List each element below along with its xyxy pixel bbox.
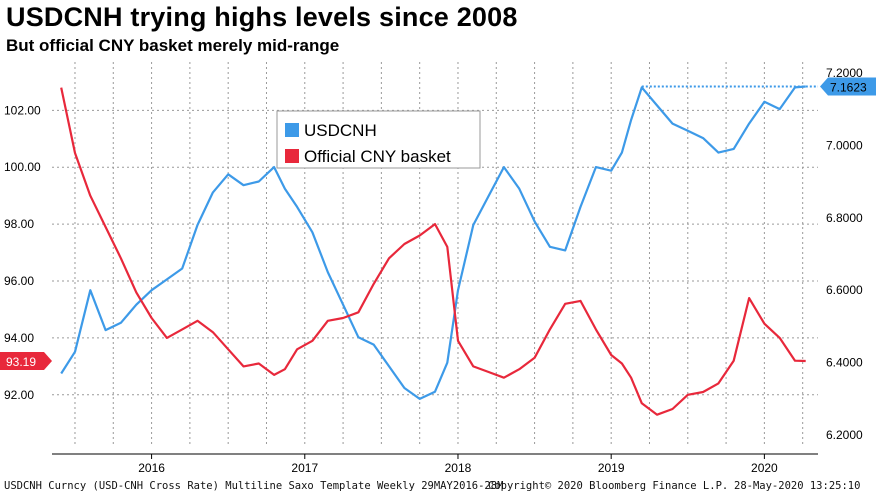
chart-subtitle: But official CNY basket merely mid-range	[6, 36, 340, 55]
x-axis-tick-label: 2016	[138, 461, 165, 475]
right-axis-tick-label: 6.6000	[826, 283, 863, 297]
legend-entry-label: USDCNH	[304, 121, 377, 140]
right-axis-tick-label: 6.4000	[826, 356, 863, 370]
legend-box	[276, 110, 481, 169]
right-axis-tick-label: 6.8000	[826, 211, 863, 225]
usdcnh-last-value-tag	[820, 77, 876, 96]
legend-entry-label: Official CNY basket	[304, 147, 451, 166]
legend-swatch	[285, 149, 299, 163]
chart-title: USDCNH trying highs levels since 2008	[6, 2, 518, 32]
x-axis-tick-label: 2017	[291, 461, 318, 475]
footer-copyright: Copyright© 2020 Bloomberg Finance L.P.	[488, 480, 729, 492]
x-axis-tick-label: 2019	[598, 461, 625, 475]
x-axis-tick-label: 2018	[445, 461, 472, 475]
left-axis-tick-label: 94.00	[4, 331, 34, 345]
footer-timestamp: 28-May-2020 13:25:10	[734, 480, 861, 492]
cny-basket-last-value-tag	[0, 351, 52, 370]
usdcnh-last-value-label: 7.1623	[830, 81, 867, 95]
series-line-cny-basket	[60, 87, 806, 416]
left-axis-tick-label: 100.00	[4, 160, 41, 174]
left-axis-tick-label: 98.00	[4, 217, 34, 231]
series-line-usdcnh	[60, 85, 806, 400]
x-axis-tick-label: 2020	[751, 461, 778, 475]
left-axis-tick-label: 102.00	[4, 103, 41, 117]
left-axis-tick-label: 96.00	[4, 274, 34, 288]
right-axis-tick-label: 7.0000	[826, 138, 863, 152]
right-axis-tick-label: 7.2000	[826, 66, 863, 80]
legend-swatch	[285, 123, 299, 137]
left-axis-tick-label: 92.00	[4, 388, 34, 402]
footer-source: USDCNH Curncy (USD-CNH Cross Rate) Multi…	[4, 480, 504, 492]
cny-basket-last-value-label: 93.19	[6, 355, 36, 369]
right-axis-tick-label: 6.2000	[826, 428, 863, 442]
